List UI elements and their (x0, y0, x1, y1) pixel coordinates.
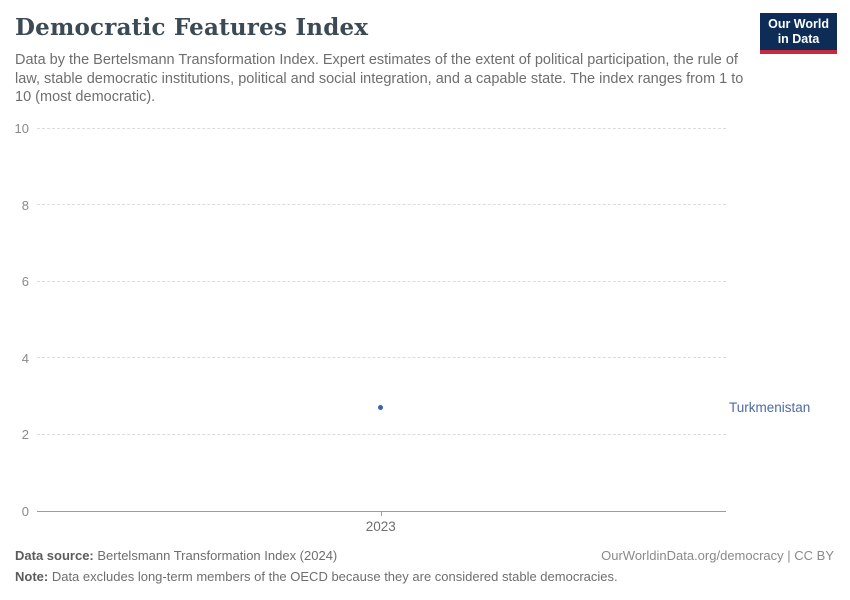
footer-note: Note: Data excludes long-term members of… (15, 569, 618, 585)
x-axis-line (37, 510, 726, 512)
data-source-line: Data source: Bertelsmann Transformation … (15, 548, 337, 564)
x-tick-label: 2023 (365, 519, 396, 534)
owid-logo-line2: in Data (777, 32, 820, 46)
entity-label-turkmenistan[interactable]: Turkmenistan (729, 399, 811, 415)
y-tick-label: 2 (21, 427, 29, 443)
y-tick-label: 6 (21, 274, 29, 290)
owid-logo-line1: Our World (768, 17, 829, 31)
data-source-label: Data source: (15, 548, 94, 563)
chart-title: Democratic Features Index (15, 14, 369, 41)
plot-area: Turkmenistan 0 2 4 6 8 10 2023 (15, 121, 811, 534)
note-text: Data excludes long-term members of the O… (48, 569, 618, 584)
chart-subtitle: Data by the Bertelsmann Transformation I… (15, 52, 744, 105)
note-label: Note: (15, 569, 49, 584)
data-source-text: Bertelsmann Transformation Index (2024) (93, 548, 338, 563)
owid-logo[interactable]: Our World in Data (760, 13, 837, 54)
gridline (37, 127, 726, 129)
y-tick-label: 10 (14, 121, 29, 136)
x-tick-mark (380, 512, 382, 516)
y-tick-label: 8 (21, 197, 29, 213)
attribution-link[interactable]: OurWorldinData.org/democracy | CC BY (601, 548, 834, 563)
gridline (37, 280, 726, 282)
y-tick-label: 0 (21, 504, 29, 519)
y-tick-label: 4 (21, 350, 29, 366)
data-point-turkmenistan[interactable] (378, 405, 384, 411)
footer-row: Data source: Bertelsmann Transformation … (15, 548, 834, 564)
gridline (37, 433, 726, 435)
gridline (37, 357, 726, 359)
gridline (37, 204, 726, 206)
